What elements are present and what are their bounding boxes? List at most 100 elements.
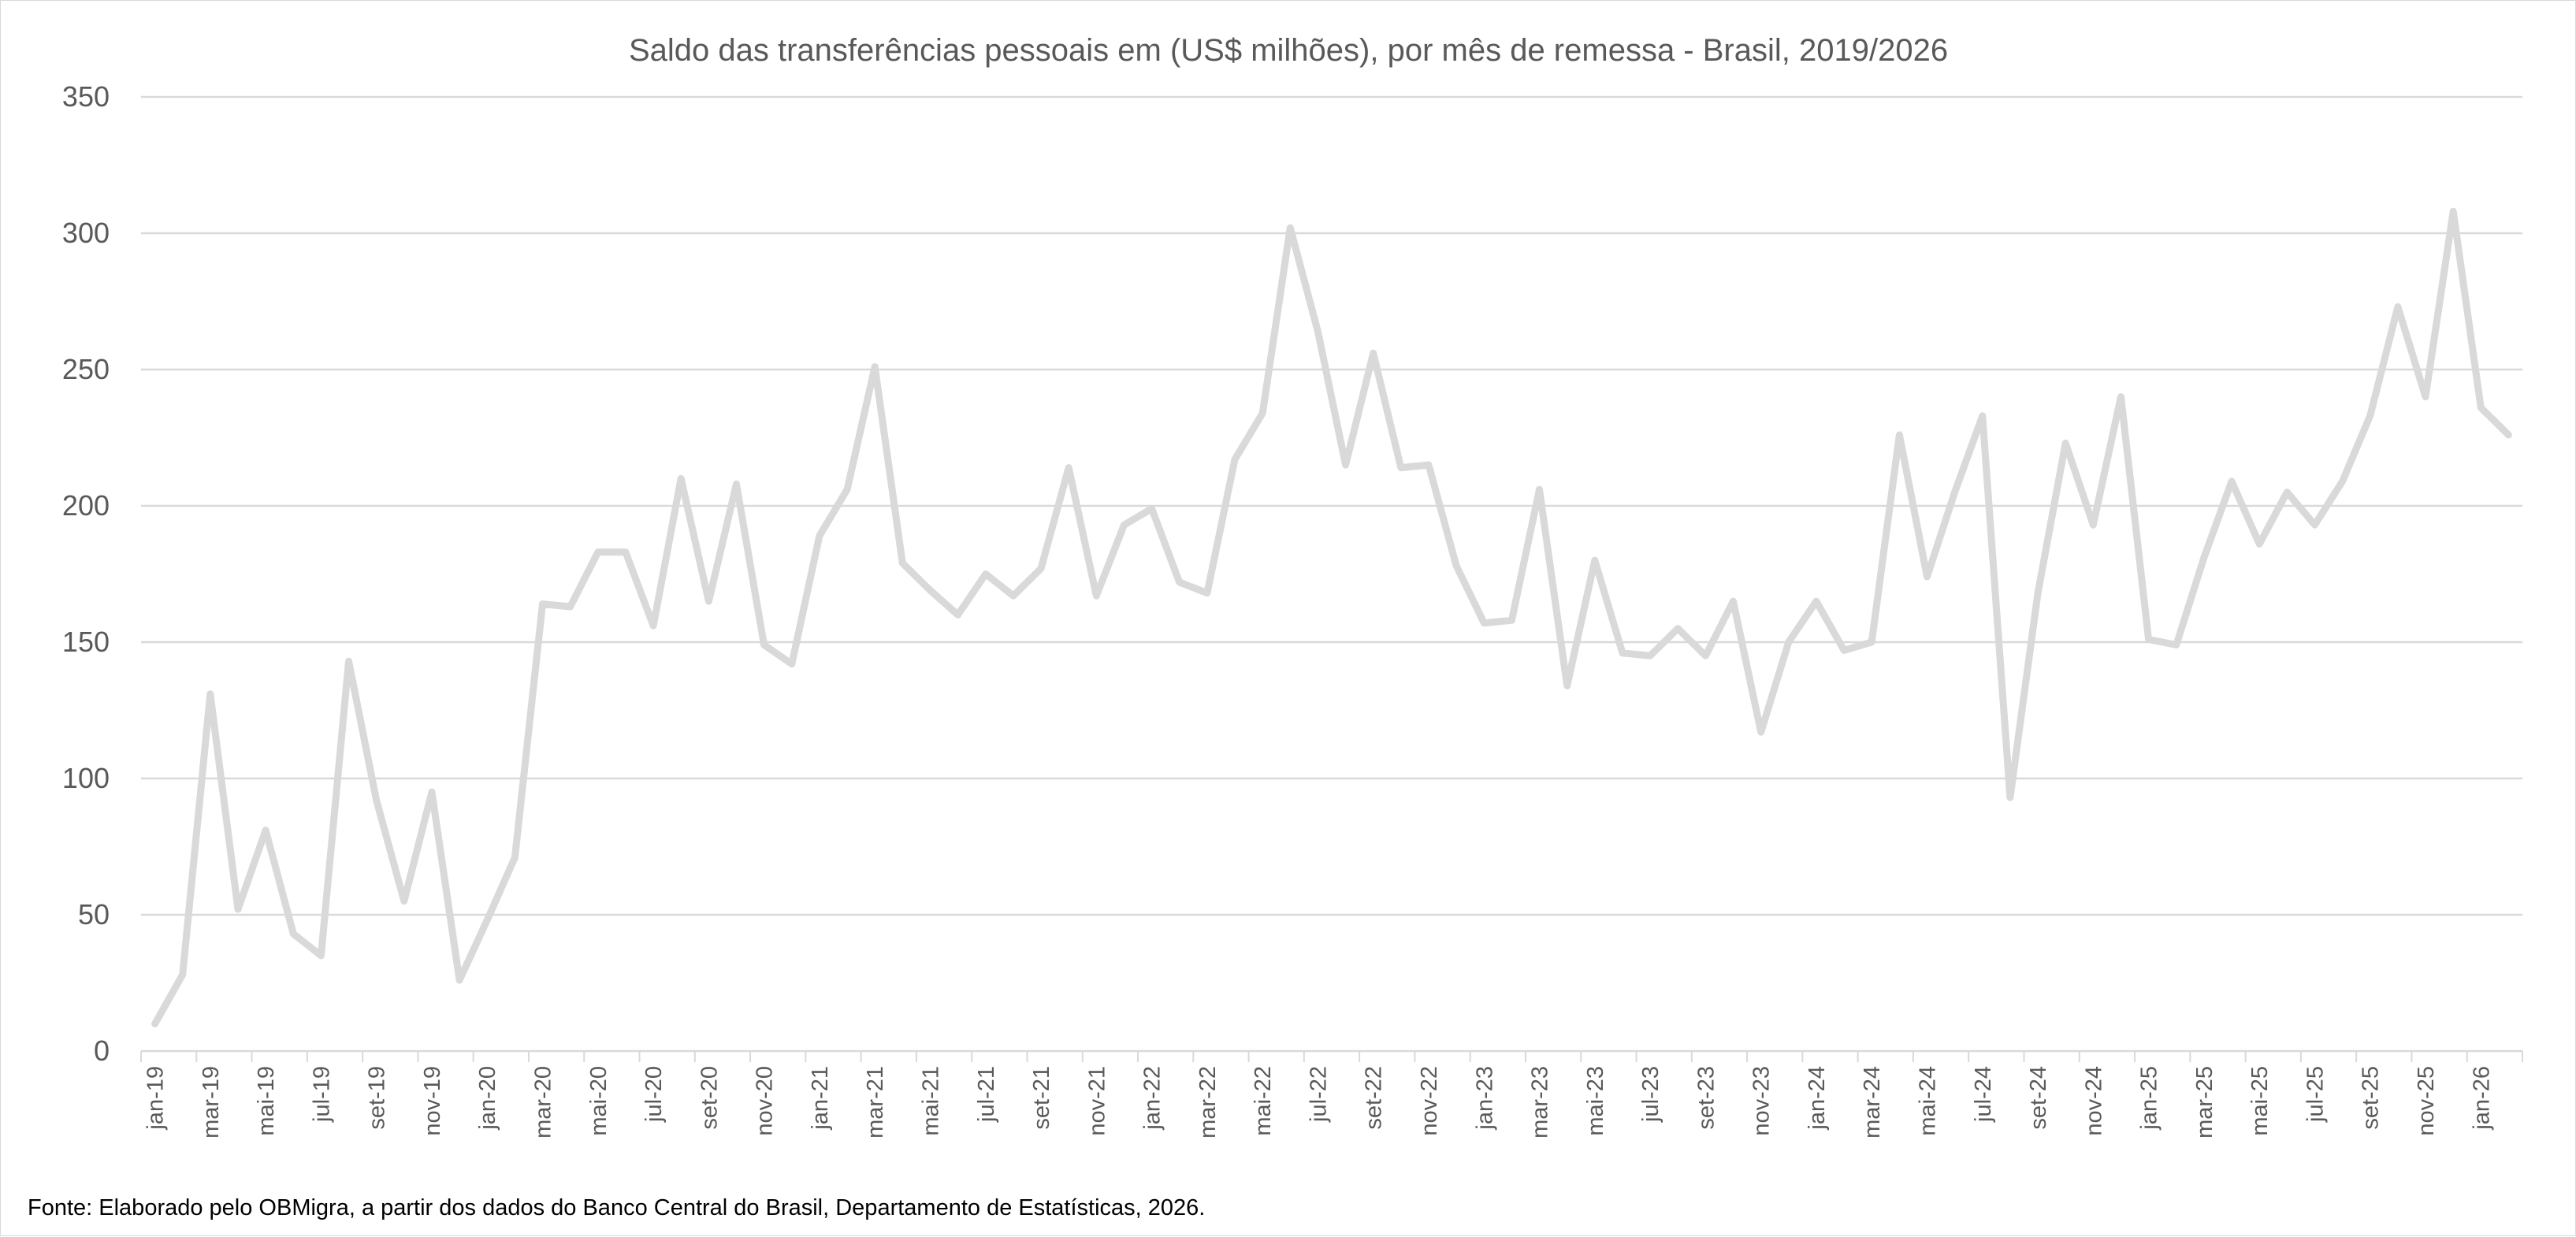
data-point [2311,522,2318,529]
data-point [1785,639,1792,645]
x-tick-label: mar-19 [199,1066,224,1139]
data-point [1203,589,1210,596]
data-point [2284,488,2291,496]
data-point [2477,404,2485,411]
data-point [760,641,768,648]
data-point [2145,636,2152,643]
data-point [179,971,186,979]
data-point [1563,682,1571,689]
data-point [1009,592,1017,600]
series-layer [151,207,2512,1027]
data-point [2228,477,2236,485]
x-tick-label: set-19 [365,1066,390,1130]
x-tick-label: jan-21 [808,1066,833,1131]
x-tick-label: mai-22 [1251,1066,1276,1136]
data-point [788,660,795,667]
data-point [1287,225,1294,232]
x-tick-label: jan-26 [2469,1066,2494,1131]
data-point [484,916,491,923]
x-tick-label: set-25 [2359,1066,2384,1130]
x-tick-label: mai-20 [586,1066,611,1136]
data-point [2256,540,2263,548]
data-point [2422,393,2429,400]
data-point [151,1020,158,1027]
x-tick-label: mai-21 [918,1066,943,1136]
data-point [816,533,823,540]
x-tick-label: nov-19 [420,1066,445,1136]
data-point [1481,619,1488,626]
x-tick-label: jan-19 [143,1066,169,1131]
data-point [2062,440,2069,447]
data-point [1619,649,1626,656]
x-tick-label: jul-22 [1306,1066,1331,1123]
y-tick-label: 350 [62,80,110,113]
x-tick-label: mai-19 [254,1066,279,1136]
x-axis [140,1049,2523,1062]
data-point [1093,592,1100,600]
y-tick-label: 150 [62,626,110,658]
data-point [1702,652,1709,659]
gridlines [141,95,2522,916]
data-point [1370,350,1377,357]
source-note: Fonte: Elaborado pelo OBMigra, a partir … [28,1195,1206,1220]
data-point [1924,573,1931,580]
x-tick-label: set-21 [1029,1066,1054,1130]
x-tick-label: mar-21 [863,1066,888,1139]
x-tick-label: mar-22 [1195,1066,1221,1139]
data-point [1038,565,1045,572]
x-tick-label: nov-23 [1749,1066,1775,1136]
chart-title: Saldo das transferências pessoais em (US… [629,33,1948,68]
data-point [345,658,352,665]
data-point [1536,486,1543,493]
x-tick-label: jul-25 [2303,1066,2328,1123]
data-point [594,548,601,555]
data-point [262,827,269,834]
data-point [1730,598,1737,605]
data-point [982,570,989,578]
data-point [650,622,657,630]
x-tick-label: mar-24 [1860,1066,1885,1139]
y-tick-label: 50 [78,898,110,931]
data-point [1508,617,1515,624]
x-tick-label: nov-25 [2414,1066,2439,1136]
x-tick-label: nov-22 [1417,1066,1442,1136]
data-point [400,897,407,905]
data-point [1342,462,1349,469]
y-axis-tick-labels: 0 50 100 150 200 250 300 350 [62,80,110,1067]
data-point [622,548,629,555]
data-point [456,977,463,984]
y-tick-label: 100 [62,762,110,794]
y-tick-label: 300 [62,217,110,249]
data-point [2006,794,2013,801]
x-tick-label: nov-21 [1084,1066,1110,1136]
data-point [1259,410,1266,417]
data-point [2366,412,2373,419]
data-point [428,789,435,796]
data-point [234,906,241,913]
data-point [290,931,297,938]
x-tick-label: mai-23 [1583,1066,1608,1136]
data-point [2117,393,2124,400]
data-point [2450,208,2457,215]
data-point [206,690,214,697]
data-point [1841,647,1848,654]
x-tick-label: jul-20 [641,1066,667,1123]
data-point [844,486,851,493]
x-tick-label: mai-24 [1916,1066,1941,1136]
x-axis-tick-labels: jan-19 mar-19 mai-19 jul-19 set-19 nov-19 jan-… [143,1066,2495,1139]
data-point [705,598,712,605]
data-point [318,952,325,959]
data-point [1232,456,1239,463]
x-tick-label: jul-21 [974,1066,999,1123]
data-point [899,559,906,566]
data-point [2394,303,2401,310]
data-point [511,854,519,861]
x-tick-label: jan-22 [1140,1066,1165,1131]
data-point [1675,625,1682,632]
data-point [373,797,380,804]
data-point [1951,488,1958,496]
x-tick-label: set-22 [1362,1066,1387,1130]
x-tick-label: mar-20 [531,1066,556,1139]
data-point [927,587,934,594]
